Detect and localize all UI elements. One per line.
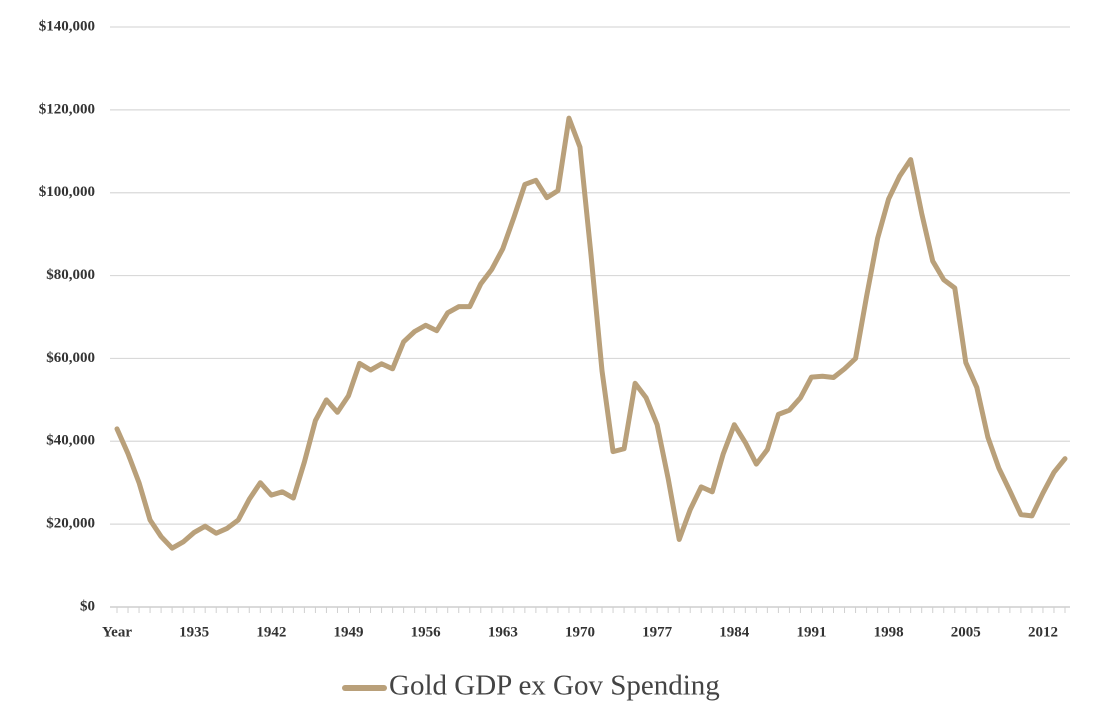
- y-tick-label: $100,000: [39, 184, 95, 200]
- x-tick-label: 1963: [488, 624, 518, 640]
- x-tick-label: 1991: [796, 624, 826, 640]
- x-tick-label: 2012: [1028, 624, 1058, 640]
- y-tick-label: $0: [80, 598, 95, 614]
- data-line: [114, 115, 1068, 551]
- y-tick-label: $40,000: [46, 433, 95, 449]
- x-tick-label: 1949: [333, 624, 363, 640]
- x-tick-label: Year: [102, 624, 132, 640]
- x-tick-label: 2005: [951, 624, 981, 640]
- x-tick-label: 1984: [719, 624, 750, 640]
- y-tick-label: $140,000: [39, 18, 95, 34]
- y-tick-label: $60,000: [46, 350, 95, 366]
- x-tick-label: 1942: [256, 624, 286, 640]
- y-tick-label: $20,000: [46, 516, 95, 532]
- x-tick-label: 1998: [874, 624, 904, 640]
- y-tick-label: $80,000: [46, 267, 95, 283]
- x-tick-label: 1935: [179, 624, 209, 640]
- x-tick-label: 1977: [642, 624, 673, 640]
- legend-label: Gold GDP ex Gov Spending: [389, 670, 720, 702]
- x-tick-label: 1956: [411, 624, 442, 640]
- y-tick-label: $120,000: [39, 101, 95, 117]
- x-tick-label: 1970: [565, 624, 595, 640]
